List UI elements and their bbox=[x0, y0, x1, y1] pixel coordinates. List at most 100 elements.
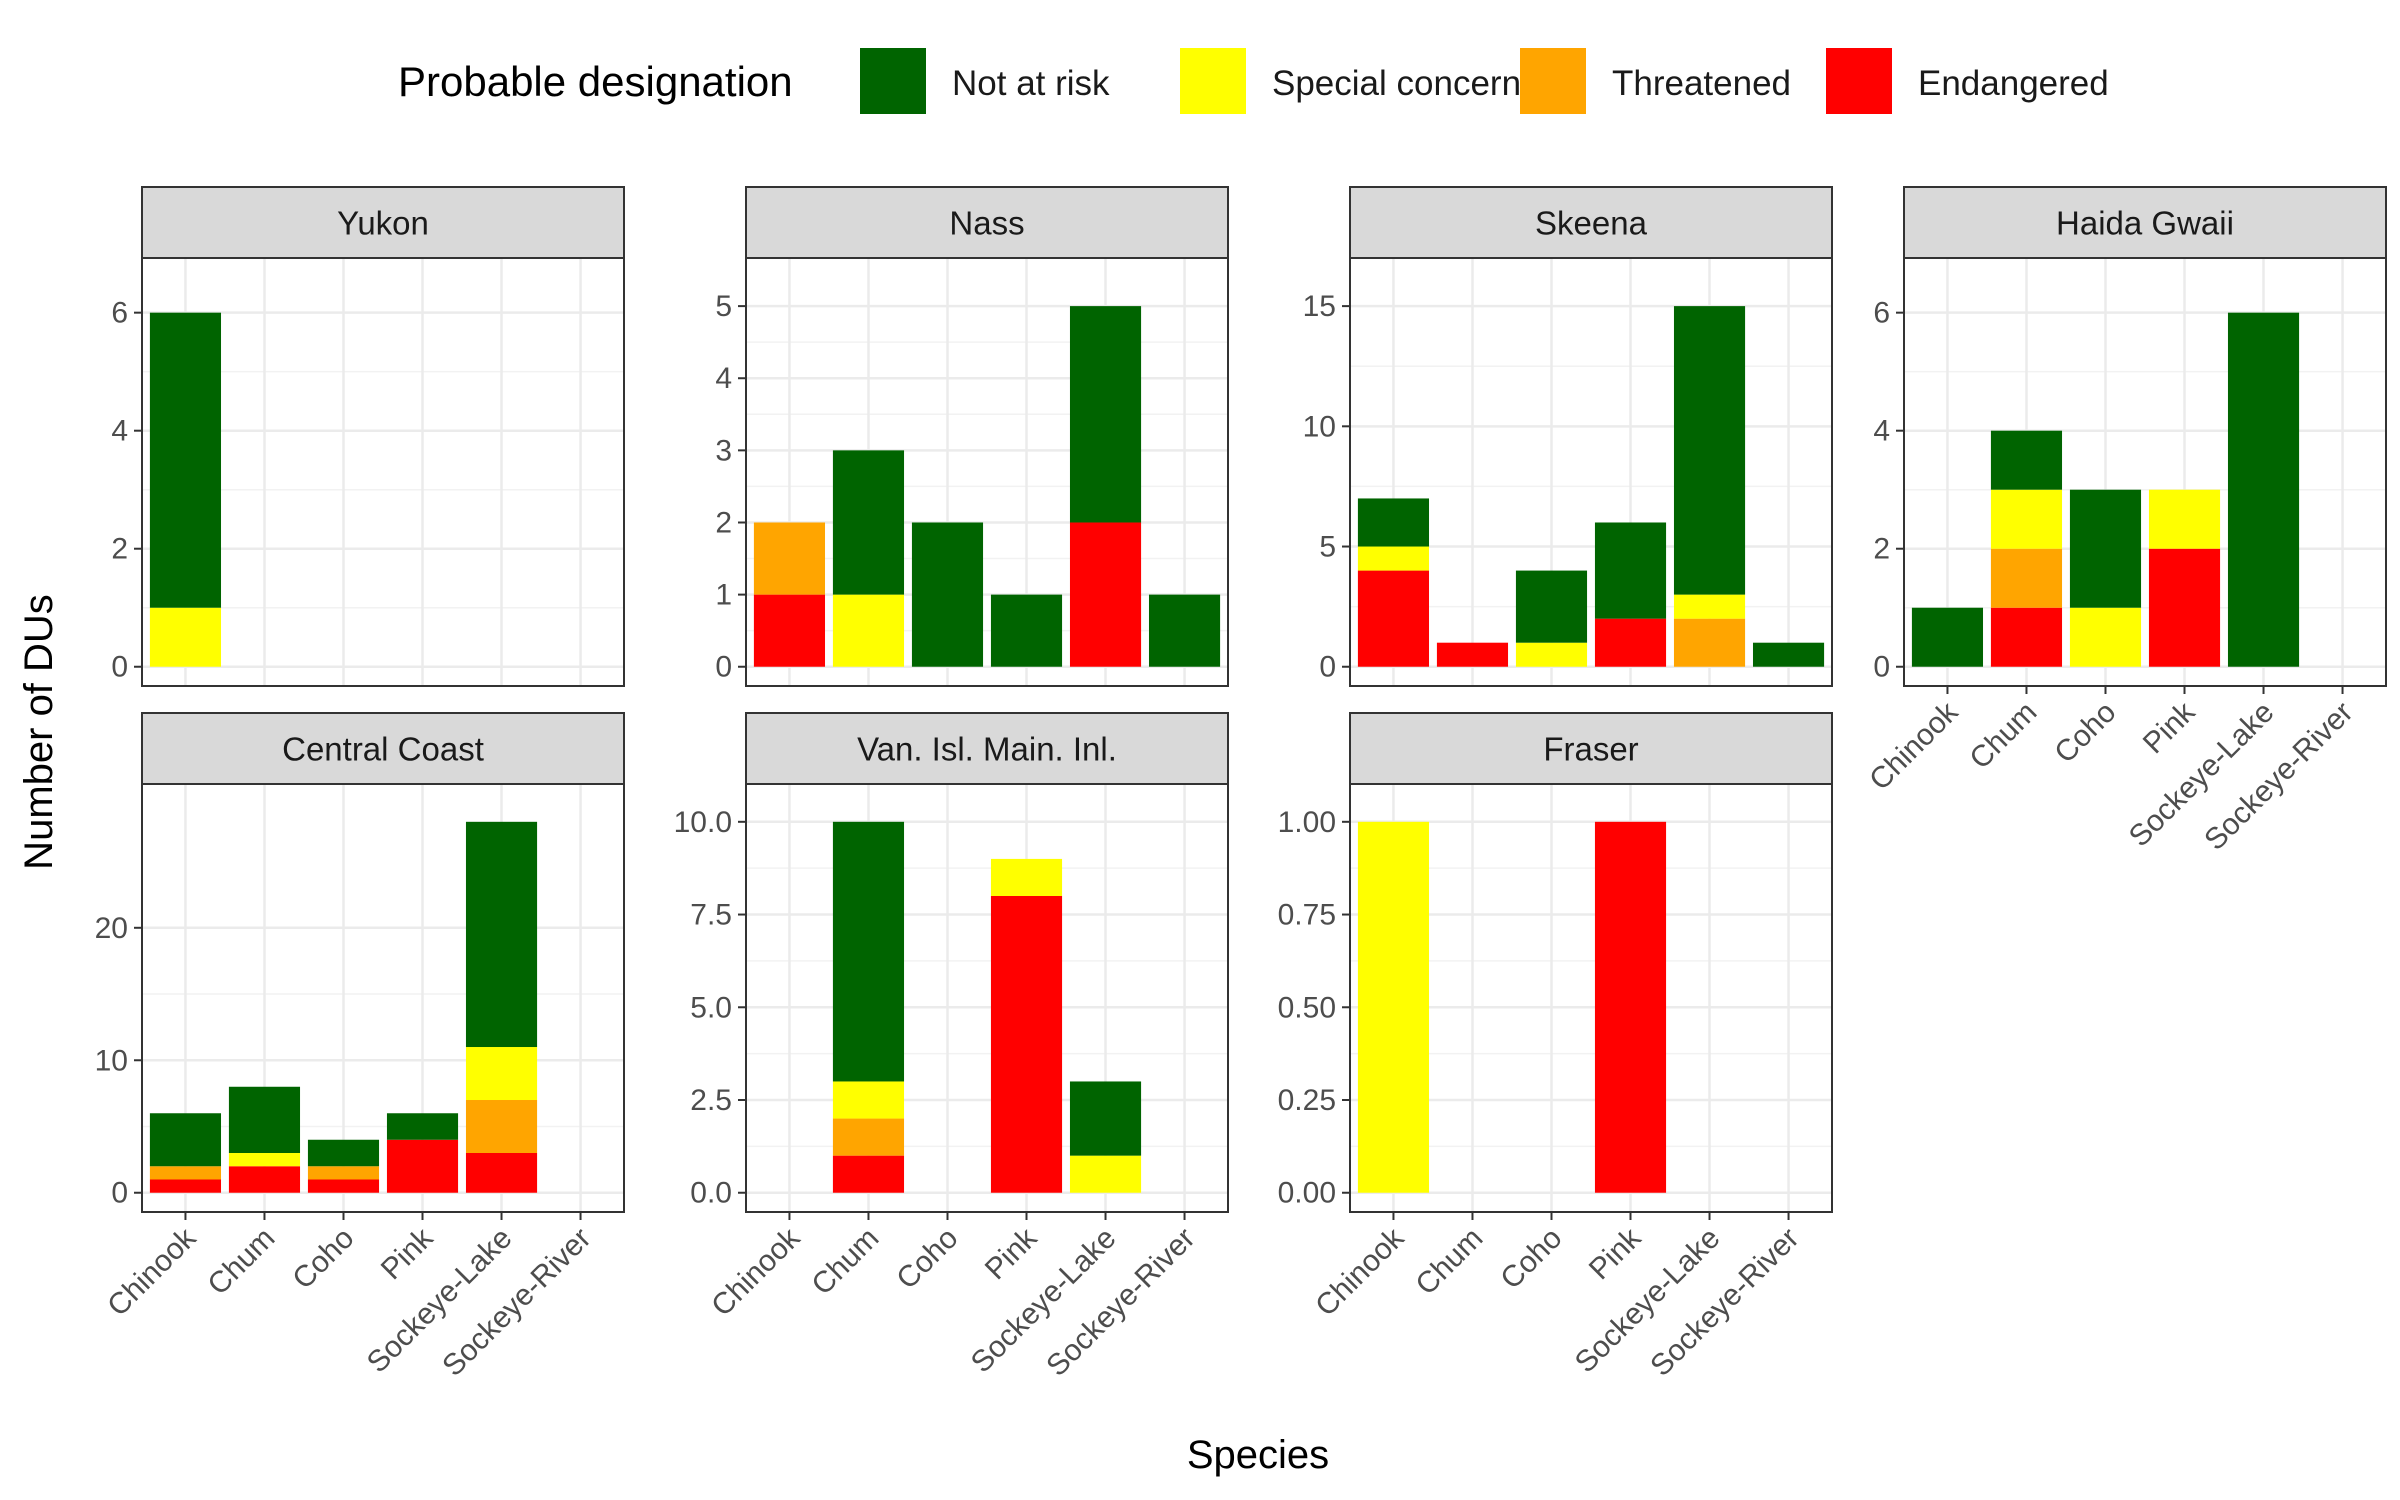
y-tick-label: 4 bbox=[715, 362, 732, 395]
bar-nass-pink-not-at-risk bbox=[990, 594, 1063, 667]
bar-skeena-coho-special-concern bbox=[1515, 642, 1588, 667]
bar-central-coast-chinook-endangered bbox=[149, 1179, 222, 1193]
bar-haida-gwaii-chinook-not-at-risk bbox=[1911, 607, 1984, 667]
y-tick-label: 4 bbox=[111, 415, 128, 448]
panel-border bbox=[141, 783, 625, 1213]
y-tick-label: 0.50 bbox=[1278, 991, 1336, 1024]
bar-central-coast-chinook-not-at-risk bbox=[149, 1113, 222, 1167]
bar-skeena-pink-not-at-risk bbox=[1594, 522, 1667, 619]
bar-skeena-coho-not-at-risk bbox=[1515, 570, 1588, 643]
bar-skeena-chinook-special-concern bbox=[1357, 546, 1430, 571]
facet-fraser: Fraser 0.00 0.25 0.50 0.75 1.00 Chinook Chum Coh… bbox=[1278, 712, 1833, 1383]
y-tick-label: 7.5 bbox=[690, 899, 732, 932]
bar-central-coast-sockeye-lake-endangered bbox=[465, 1152, 538, 1193]
bar-van-isl-main-inl-pink-endangered bbox=[990, 895, 1063, 1193]
bar-central-coast-chum-not-at-risk bbox=[228, 1086, 301, 1153]
bar-van-isl-main-inl-chum-special-concern bbox=[832, 1081, 905, 1119]
legend-swatch-threatened bbox=[1520, 48, 1586, 114]
bar-van-isl-main-inl-chum-endangered bbox=[832, 1155, 905, 1193]
bar-haida-gwaii-chum-threatened bbox=[1990, 548, 2063, 608]
bar-central-coast-coho-endangered bbox=[307, 1179, 380, 1193]
facet-strip bbox=[745, 186, 1229, 259]
y-tick-label: 1.00 bbox=[1278, 806, 1336, 839]
bar-skeena-pink-endangered bbox=[1594, 618, 1667, 667]
y-tick-label: 2.5 bbox=[690, 1084, 732, 1117]
facet-title: Van. Isl. Main. Inl. bbox=[857, 731, 1117, 768]
y-tick-label: 5 bbox=[1319, 531, 1336, 564]
facet-strip bbox=[745, 712, 1229, 785]
panel-border bbox=[745, 783, 1229, 1213]
bar-skeena-sockeye-lake-threatened bbox=[1673, 618, 1746, 667]
bar-nass-chinook-threatened bbox=[753, 522, 826, 595]
y-tick-label: 3 bbox=[715, 434, 732, 467]
bar-central-coast-coho-not-at-risk bbox=[307, 1139, 380, 1167]
y-tick-label: 5.0 bbox=[690, 991, 732, 1024]
x-tick-label: Chinook bbox=[705, 1221, 807, 1323]
facet-title: Yukon bbox=[337, 205, 429, 242]
y-tick-label: 0 bbox=[111, 651, 128, 684]
facet-strip bbox=[1349, 712, 1833, 785]
y-tick-label: 0.0 bbox=[690, 1177, 732, 1210]
y-tick-label: 6 bbox=[111, 297, 128, 330]
bar-nass-chum-special-concern bbox=[832, 594, 905, 667]
x-tick-label: Pink bbox=[979, 1221, 1044, 1286]
legend-swatch-special-concern bbox=[1180, 48, 1246, 114]
panel-border bbox=[1903, 257, 2387, 687]
bar-nass-sockeye-river-not-at-risk bbox=[1148, 594, 1221, 667]
x-tick-label: Coho bbox=[286, 1222, 360, 1296]
facet-strip bbox=[141, 712, 625, 785]
x-tick-label: Coho bbox=[2048, 696, 2122, 770]
x-tick-label: Coho bbox=[1494, 1222, 1568, 1296]
y-tick-label: 15 bbox=[1303, 290, 1336, 323]
legend-label-endangered: Endangered bbox=[1918, 64, 2109, 103]
bar-haida-gwaii-pink-endangered bbox=[2148, 548, 2221, 667]
y-tick-label: 10 bbox=[95, 1044, 128, 1077]
bar-van-isl-main-inl-pink-special-concern bbox=[990, 858, 1063, 896]
bar-skeena-sockeye-lake-special-concern bbox=[1673, 594, 1746, 619]
facet-title: Central Coast bbox=[282, 731, 484, 768]
bar-central-coast-coho-threatened bbox=[307, 1166, 380, 1180]
bar-skeena-chum-endangered bbox=[1436, 642, 1509, 667]
facet-title: Haida Gwaii bbox=[2056, 205, 2234, 242]
x-tick-label: Chum bbox=[1410, 1222, 1490, 1302]
panel-border bbox=[1349, 257, 1833, 687]
y-tick-label: 10.0 bbox=[674, 806, 732, 839]
bar-central-coast-sockeye-lake-special-concern bbox=[465, 1047, 538, 1101]
facet-title: Skeena bbox=[1535, 205, 1648, 242]
bar-fraser-pink-endangered bbox=[1594, 821, 1667, 1193]
panel-border bbox=[141, 257, 625, 687]
x-tick-label: Pink bbox=[2137, 695, 2202, 760]
x-tick-label: Pink bbox=[375, 1221, 440, 1286]
bar-haida-gwaii-chum-special-concern bbox=[1990, 489, 2063, 549]
facet-nass: Nass 0 1 2 3 4 5 bbox=[715, 186, 1229, 687]
legend-swatch-not-at-risk bbox=[860, 48, 926, 114]
x-tick-label: Coho bbox=[890, 1222, 964, 1296]
y-tick-label: 0 bbox=[1319, 651, 1336, 684]
bar-yukon-chinook-not-at-risk bbox=[149, 312, 222, 608]
y-tick-label: 0.75 bbox=[1278, 899, 1336, 932]
facet-yukon: Yukon 0 2 4 6 bbox=[111, 186, 625, 687]
bar-van-isl-main-inl-chum-not-at-risk bbox=[832, 821, 905, 1082]
bar-skeena-sockeye-river-not-at-risk bbox=[1752, 642, 1825, 667]
bar-haida-gwaii-chum-not-at-risk bbox=[1990, 430, 2063, 490]
bar-van-isl-main-inl-chum-threatened bbox=[832, 1118, 905, 1156]
bar-nass-chinook-endangered bbox=[753, 594, 826, 667]
legend: Probable designation Not at risk Special c… bbox=[398, 48, 2109, 114]
x-tick-label: Chinook bbox=[101, 1221, 203, 1323]
y-tick-label: 4 bbox=[1873, 415, 1890, 448]
bar-skeena-chinook-endangered bbox=[1357, 570, 1430, 667]
facet-strip bbox=[141, 186, 625, 259]
bar-central-coast-sockeye-lake-threatened bbox=[465, 1100, 538, 1153]
bar-van-isl-main-inl-sockeye-lake-not-at-risk bbox=[1069, 1081, 1142, 1156]
facet-title: Nass bbox=[949, 205, 1024, 242]
facet-panels: Yukon 0 2 4 6 Nass 0 1 2 3 4 5 Skeena 0 5 10 15 Haida Gwa… bbox=[95, 186, 2387, 1383]
x-tick-label: Chinook bbox=[1863, 695, 1965, 797]
bar-haida-gwaii-coho-not-at-risk bbox=[2069, 489, 2142, 608]
y-tick-label: 1 bbox=[715, 579, 732, 612]
bar-haida-gwaii-pink-special-concern bbox=[2148, 489, 2221, 549]
y-tick-label: 2 bbox=[715, 506, 732, 539]
bar-fraser-chinook-special-concern bbox=[1357, 821, 1430, 1193]
bar-nass-sockeye-lake-not-at-risk bbox=[1069, 306, 1142, 523]
